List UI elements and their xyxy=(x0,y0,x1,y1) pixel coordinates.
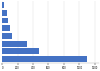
Bar xyxy=(2,18,8,24)
Bar xyxy=(2,33,12,39)
Bar xyxy=(2,56,87,62)
Bar xyxy=(2,10,7,16)
Bar xyxy=(2,41,27,47)
Bar xyxy=(2,2,4,8)
Bar xyxy=(2,25,10,31)
Bar xyxy=(2,48,39,54)
